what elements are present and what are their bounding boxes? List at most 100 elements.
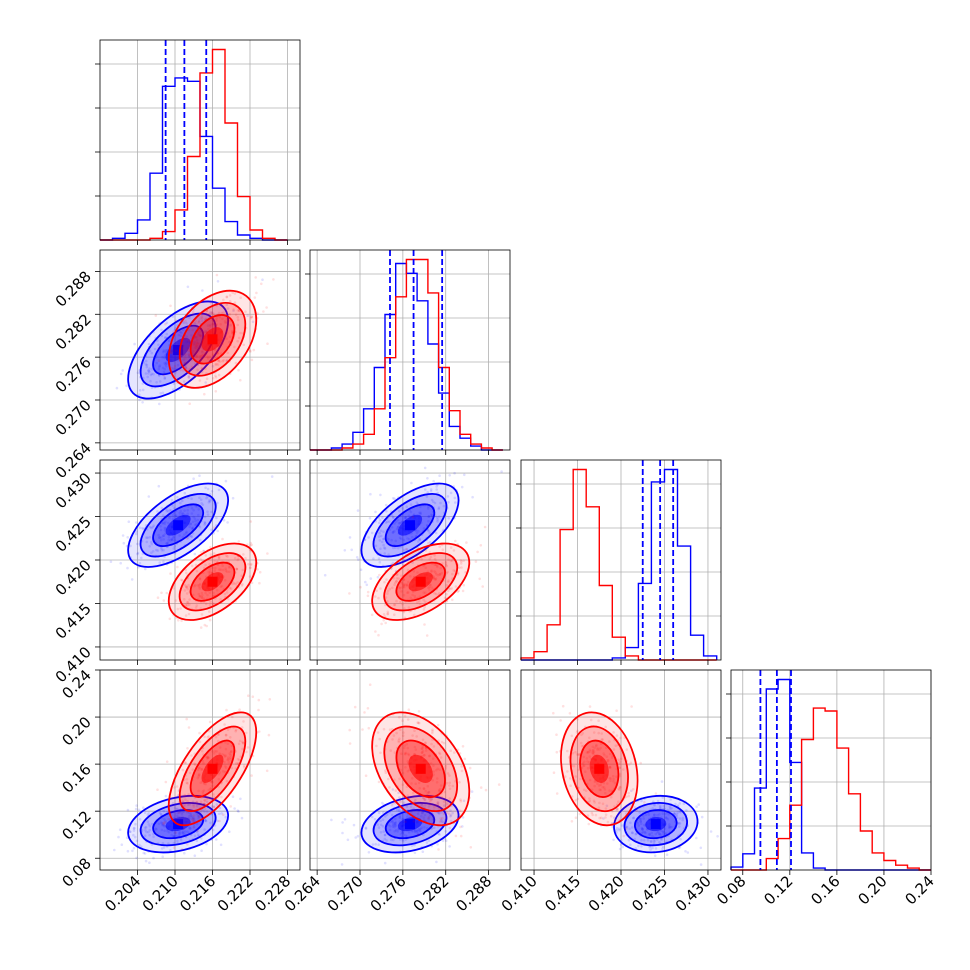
scatter-point xyxy=(147,369,151,373)
scatter-point xyxy=(627,838,631,842)
scatter-point xyxy=(219,843,223,847)
scatter-point xyxy=(193,340,196,344)
scatter-point xyxy=(220,795,223,799)
scatter-point xyxy=(450,559,454,562)
scatter-point xyxy=(419,830,422,833)
scatter-point xyxy=(667,825,671,828)
scatter-point xyxy=(386,600,389,603)
scatter-point xyxy=(627,791,630,795)
scatter-point xyxy=(178,832,181,836)
scatter-point xyxy=(389,838,393,842)
scatter-point xyxy=(618,828,621,832)
scatter-point xyxy=(231,329,234,333)
panel-frame xyxy=(730,669,932,871)
scatter-point xyxy=(212,805,216,808)
scatter-point xyxy=(248,566,252,570)
scatter-point xyxy=(226,319,230,322)
scatter-point xyxy=(445,592,448,596)
scatter-point xyxy=(215,516,218,520)
scatter-point xyxy=(203,798,206,802)
scatter-point xyxy=(162,822,165,826)
scatter-point xyxy=(343,818,347,821)
scatter-point xyxy=(212,552,216,555)
scatter-point xyxy=(438,573,442,576)
scatter-point xyxy=(387,553,390,556)
scatter-point xyxy=(206,757,209,760)
scatter-point xyxy=(197,332,200,335)
scatter-point xyxy=(198,354,202,358)
scatter-point xyxy=(448,845,451,848)
scatter-point xyxy=(421,796,425,800)
scatter-point xyxy=(446,772,450,775)
scatter-point xyxy=(695,805,698,808)
scatter-point xyxy=(225,591,229,594)
scatter-point xyxy=(194,563,198,567)
scatter-point xyxy=(266,552,269,555)
scatter-point xyxy=(618,763,622,766)
scatter-point xyxy=(399,832,403,836)
scatter-point xyxy=(591,745,595,749)
scatter-point xyxy=(445,781,449,785)
scatter-point xyxy=(163,354,167,357)
scatter-point xyxy=(200,596,204,600)
scatter-point xyxy=(163,829,166,833)
scatter-point xyxy=(497,783,501,786)
scatter-point xyxy=(415,829,419,833)
scatter-point xyxy=(217,772,221,776)
x-tick-label: 0.282 xyxy=(409,872,452,915)
scatter-point xyxy=(402,610,406,614)
scatter-point xyxy=(422,787,426,790)
scatter-point xyxy=(412,569,416,573)
scatter-point xyxy=(162,825,166,828)
scatter-point xyxy=(163,821,167,824)
scatter-point xyxy=(406,537,409,540)
scatter-point xyxy=(156,596,160,599)
scatter-point xyxy=(411,830,415,833)
scatter-point xyxy=(438,751,441,755)
scatter-point xyxy=(167,817,170,821)
scatter-point xyxy=(431,728,434,732)
scatter-point xyxy=(370,531,374,535)
scatter-point xyxy=(431,757,435,760)
scatter-point xyxy=(258,570,262,574)
scatter-point xyxy=(379,493,382,497)
scatter-point xyxy=(414,782,418,786)
scatter-point xyxy=(208,572,212,575)
scatter-point xyxy=(653,839,657,843)
scatter-point xyxy=(341,831,344,835)
scatter-point xyxy=(258,730,261,733)
scatter-point xyxy=(238,739,242,743)
scatter-point xyxy=(566,749,569,753)
scatter-point xyxy=(205,797,209,801)
scatter-point xyxy=(204,602,208,606)
scatter-point xyxy=(149,373,153,377)
scatter-point xyxy=(438,572,442,576)
scatter-point xyxy=(453,569,457,573)
scatter-point xyxy=(361,728,364,731)
scatter-point xyxy=(249,566,252,569)
scatter-point xyxy=(223,319,227,323)
scatter-point xyxy=(459,834,463,838)
scatter-point xyxy=(443,596,447,600)
scatter-point xyxy=(658,832,661,835)
scatter-point xyxy=(193,854,197,857)
scatter-point xyxy=(162,823,165,827)
scatter-point xyxy=(197,833,200,836)
scatter-point xyxy=(142,527,145,531)
scatter-point xyxy=(697,803,700,806)
scatter-point xyxy=(647,813,651,816)
scatter-point xyxy=(195,604,199,607)
scatter-point xyxy=(376,575,380,579)
scatter-point xyxy=(201,790,205,793)
scatter-point xyxy=(148,525,152,529)
scatter-point xyxy=(143,811,147,815)
scatter-point xyxy=(216,352,219,355)
scatter-point xyxy=(667,813,670,816)
scatter-point xyxy=(228,752,231,755)
x-tick-label: 0.204 xyxy=(101,872,144,915)
scatter-point xyxy=(163,376,167,380)
scatter-point xyxy=(197,592,201,596)
contour-line xyxy=(372,802,448,847)
scatter-point xyxy=(437,807,441,810)
scatter-point xyxy=(427,515,431,518)
